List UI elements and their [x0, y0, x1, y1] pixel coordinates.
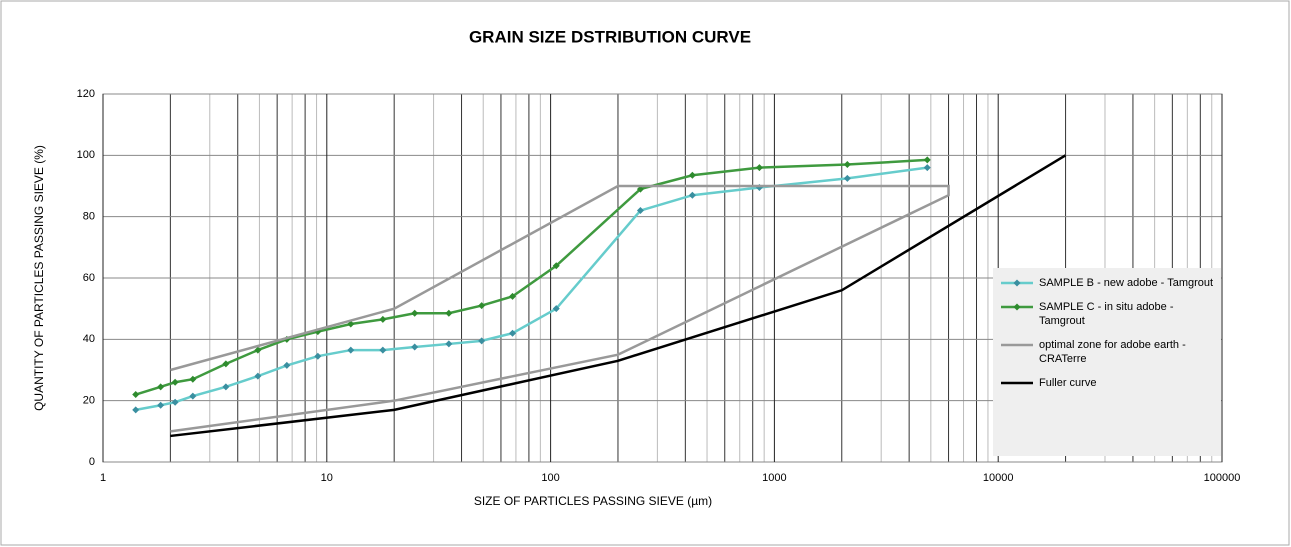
legend-label: optimal zone for adobe earth - CRATerre	[1039, 339, 1186, 365]
legend-label: SAMPLE B - new adobe - Tamgrout	[1039, 277, 1214, 289]
data-point	[445, 340, 453, 348]
data-point	[411, 309, 419, 317]
x-tick-label: 100	[541, 472, 559, 484]
data-point	[189, 392, 197, 400]
y-tick-label: 120	[77, 88, 95, 100]
data-point	[314, 352, 322, 360]
data-point	[171, 398, 179, 406]
data-point	[552, 262, 560, 270]
data-point	[445, 309, 453, 317]
x-tick-label: 10	[321, 472, 333, 484]
data-point	[509, 292, 517, 300]
data-point	[254, 346, 262, 354]
y-tick-label: 0	[89, 456, 95, 468]
data-point	[843, 161, 851, 169]
data-point	[171, 378, 179, 386]
data-point	[636, 207, 644, 215]
data-point	[552, 305, 560, 313]
data-point	[688, 171, 696, 179]
legend-swatch	[1001, 303, 1033, 311]
series-line	[135, 158, 928, 396]
y-tick-label: 40	[83, 333, 95, 345]
data-point	[923, 156, 931, 164]
data-point	[222, 360, 230, 368]
data-point	[347, 346, 355, 354]
data-point	[843, 174, 851, 182]
data-point	[411, 343, 419, 351]
legend-label: Fuller curve	[1039, 377, 1097, 389]
legend-entry: SAMPLE B - new adobe - Tamgrout	[999, 276, 1215, 290]
y-axis-label: QUANTITY OF PARTICLES PASSING SIEVE (%)	[32, 145, 46, 411]
data-point	[157, 383, 165, 391]
data-point	[755, 164, 763, 172]
legend-entry: Fuller curve	[999, 376, 1215, 390]
x-tick-label: 10000	[983, 472, 1014, 484]
data-point	[379, 346, 387, 354]
data-point	[189, 375, 197, 383]
chart-title: GRAIN SIZE DSTRIBUTION CURVE	[469, 27, 751, 46]
data-point	[636, 185, 644, 193]
legend: SAMPLE B - new adobe - Tamgrout SAMPLE C …	[993, 268, 1221, 456]
x-tick-label: 100000	[1204, 472, 1241, 484]
data-point	[132, 391, 140, 399]
data-point	[379, 315, 387, 323]
y-tick-label: 20	[83, 395, 95, 407]
x-tick-label: 1000	[762, 472, 786, 484]
data-point	[132, 406, 140, 414]
data-point	[478, 337, 486, 345]
y-tick-label: 100	[77, 149, 95, 161]
data-point	[254, 372, 262, 380]
legend-entry: optimal zone for adobe earth - CRATerre	[999, 338, 1215, 366]
series-line	[170, 184, 950, 433]
legend-marker	[1013, 279, 1021, 287]
data-point	[923, 164, 931, 172]
data-point	[283, 361, 291, 369]
data-point	[222, 383, 230, 391]
legend-marker	[1013, 303, 1021, 311]
legend-label: SAMPLE C - in situ adobe - Tamgrout	[1039, 301, 1174, 327]
legend-swatch	[1001, 343, 1033, 347]
data-point	[509, 329, 517, 337]
data-point	[688, 191, 696, 199]
legend-swatch	[1001, 381, 1033, 385]
x-axis-label: SIZE OF PARTICLES PASSING SIEVE (µm)	[474, 494, 712, 508]
data-point	[157, 401, 165, 409]
x-tick-label: 1	[100, 472, 106, 484]
legend-swatch	[1001, 279, 1033, 287]
y-tick-label: 80	[83, 211, 95, 223]
series-line	[170, 154, 1067, 438]
series-line	[135, 166, 928, 412]
y-tick-label: 60	[83, 272, 95, 284]
data-point	[478, 302, 486, 310]
legend-entry: SAMPLE C - in situ adobe - Tamgrout	[999, 300, 1215, 328]
